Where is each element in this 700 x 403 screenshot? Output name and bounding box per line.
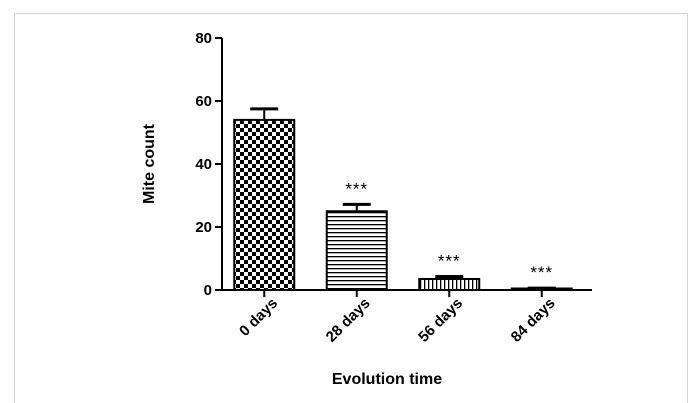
significance-annotation: *** — [438, 251, 461, 270]
y-tick-label: 20 — [195, 219, 212, 236]
chart-frame — [14, 13, 688, 403]
x-axis-title: Evolution time — [332, 371, 442, 388]
y-tick-label: 40 — [195, 156, 212, 173]
significance-annotation: *** — [345, 179, 368, 198]
x-tick-label: 0 days — [236, 295, 281, 340]
significance-annotation: *** — [530, 263, 553, 282]
error-bars — [250, 107, 556, 290]
bars — [233, 118, 573, 292]
x-tick-label: 84 days — [508, 295, 559, 346]
annotations: *** *** *** — [345, 179, 553, 282]
bar-28-days — [325, 210, 388, 291]
x-ticks: 0 days 28 days 56 days 84 days — [236, 290, 559, 346]
y-tick-label: 60 — [195, 93, 212, 110]
y-tick-label: 0 — [204, 282, 212, 299]
y-tick-label: 80 — [195, 30, 212, 47]
bar-chart: *** *** *** 0 20 40 60 80 0 days 28 days 56 days… — [141, 30, 592, 388]
x-tick-label: 56 days — [415, 295, 466, 346]
y-axis-title: Mite count — [141, 123, 158, 204]
bar-0-days — [233, 118, 296, 292]
x-tick-label: 28 days — [323, 295, 374, 346]
bar-56-days — [418, 277, 481, 292]
y-ticks: 0 20 40 60 80 — [195, 30, 222, 299]
